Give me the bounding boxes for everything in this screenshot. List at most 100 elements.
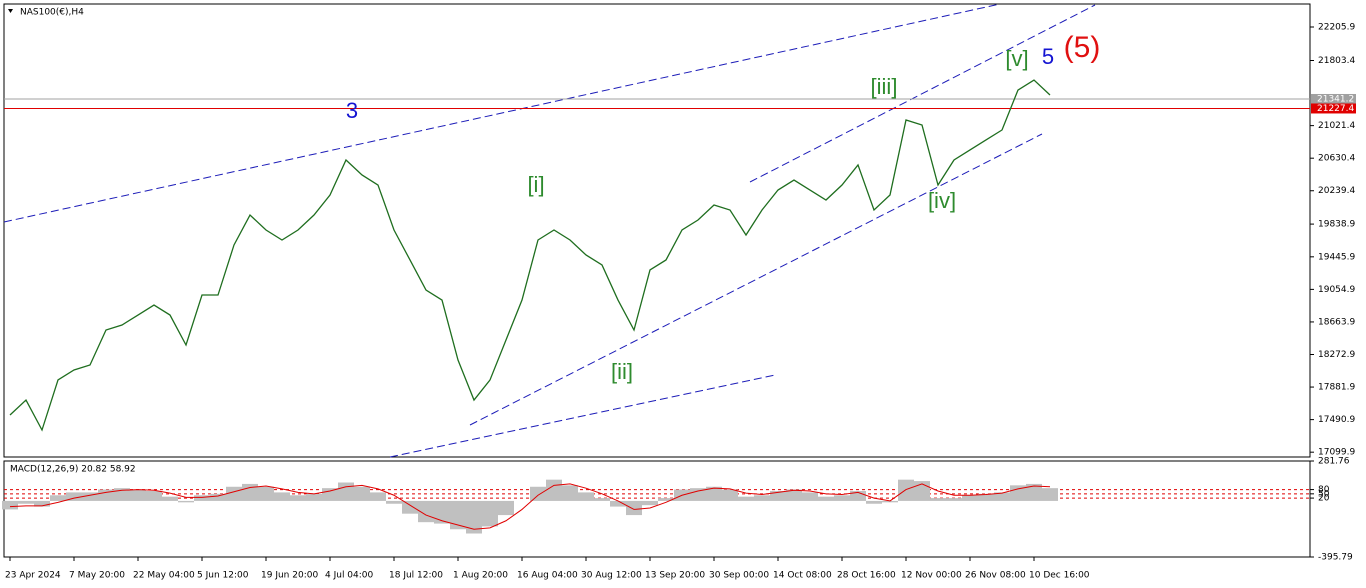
macd-bar (338, 482, 354, 501)
y-tick-label: 281.76 (1318, 457, 1350, 467)
x-tick-label: 13 Sep 20:00 (645, 571, 705, 581)
wave-label: [v] (1005, 46, 1028, 71)
macd-bar (898, 479, 914, 501)
macd-bar (322, 488, 338, 501)
macd-title: MACD(12,26,9) 20.82 58.92 (10, 465, 136, 475)
macd-bar (66, 492, 82, 501)
wave-label: [iv] (928, 188, 956, 213)
title-arrow (8, 9, 13, 13)
x-tick-label: 10 Dec 16:00 (1029, 571, 1090, 581)
x-tick-label: 22 May 04:00 (133, 571, 195, 581)
macd-bar (802, 492, 818, 501)
wave-label: [ii] (611, 359, 633, 384)
macd-bar (978, 493, 994, 501)
macd-bar (1026, 483, 1042, 501)
main-frame (3, 3, 1311, 458)
trend-lines (3, 3, 1096, 458)
x-tick-label: 30 Aug 12:00 (581, 571, 642, 581)
wave-label: [i] (527, 172, 544, 197)
macd-bar (146, 491, 162, 501)
macd-bar (738, 496, 754, 501)
macd-bar (98, 489, 114, 501)
macd-bar (690, 488, 706, 501)
macd-bar (994, 492, 1010, 501)
x-tick-label: 14 Oct 08:00 (773, 571, 832, 581)
macd-bar (226, 486, 242, 501)
y-tick-label: 50 (1318, 489, 1330, 499)
macd-bar (882, 500, 898, 503)
macd-bar (930, 498, 946, 501)
y-tick-label: 17881.9 (1318, 383, 1355, 393)
macd-bar (1010, 485, 1026, 501)
macd-bar (354, 486, 370, 501)
macd-bar (530, 486, 546, 501)
macd-bar (306, 493, 322, 501)
chart-title: NAS100(€),H4 (20, 8, 84, 18)
y-tick-label: 21803.4 (1318, 56, 1355, 66)
macd-bar (546, 479, 562, 501)
wave-label: 5 (1042, 44, 1054, 69)
x-tick-label: 18 Jul 12:00 (389, 571, 443, 581)
macd-bar (210, 493, 226, 501)
macd-bar (946, 498, 962, 501)
trend-line (389, 374, 776, 458)
macd-bar (770, 491, 786, 501)
macd-bar (722, 489, 738, 501)
macd-bar (178, 500, 194, 503)
macd-bar (162, 496, 178, 501)
macd-bar (50, 495, 66, 501)
macd-bar (274, 492, 290, 501)
macd-bar (290, 495, 306, 501)
x-tick-label: 28 Oct 16:00 (837, 571, 896, 581)
macd-bar (866, 500, 882, 504)
y-tick-label: 19445.9 (1318, 252, 1355, 262)
x-tick-label: 4 Jul 04:00 (325, 571, 374, 581)
x-tick-label: 1 Aug 20:00 (453, 571, 508, 581)
y-tick-label: 20630.4 (1318, 154, 1355, 164)
y-tick-label: 17099.9 (1318, 448, 1355, 458)
y-tick-label: 22205.9 (1318, 22, 1355, 32)
price-label: 21227.4 (1317, 104, 1354, 114)
macd-bar (562, 485, 578, 501)
macd-bar (386, 500, 402, 504)
macd-bar (834, 495, 850, 501)
macd-bar (850, 491, 866, 501)
x-tick-label: 30 Sep 00:00 (709, 571, 769, 581)
macd-bar (482, 500, 498, 527)
price-line (9, 79, 1051, 432)
x-tick-label: 26 Nov 08:00 (965, 571, 1026, 581)
trend-line (749, 4, 1096, 183)
macd-bar (450, 500, 466, 530)
x-tick-label: 23 Apr 2024 (5, 571, 61, 581)
y-tick-label: 21021.4 (1318, 121, 1355, 131)
x-tick-label: 16 Aug 04:00 (517, 571, 578, 581)
macd-bar (658, 498, 674, 501)
wave-label: [iii] (871, 74, 898, 99)
macd-bar (1042, 488, 1058, 501)
x-tick-label: 7 May 20:00 (69, 571, 125, 581)
macd-bar (594, 498, 610, 501)
trend-line (469, 133, 1043, 426)
macd-bar (114, 488, 130, 501)
y-tick-label: 19838.9 (1318, 220, 1355, 230)
macd-bar (2, 500, 18, 510)
price-label-box (1311, 103, 1356, 114)
macd-bar (818, 496, 834, 501)
trend-line (3, 3, 1001, 223)
macd-bar (498, 500, 514, 516)
macd-bar (370, 492, 386, 501)
macd-bar (754, 495, 770, 501)
y-tick-label: 80 (1318, 485, 1330, 495)
macd-bar (258, 486, 274, 501)
macd-bar (706, 486, 722, 501)
macd-bar (466, 500, 482, 534)
signal-line (9, 483, 1051, 530)
price-label: 21341.2 (1317, 94, 1354, 104)
macd-bar (642, 500, 658, 506)
macd-bar (18, 500, 34, 504)
y-tick-label: 20 (1318, 494, 1330, 504)
macd-bar (610, 500, 626, 507)
macd-bar (194, 495, 210, 501)
